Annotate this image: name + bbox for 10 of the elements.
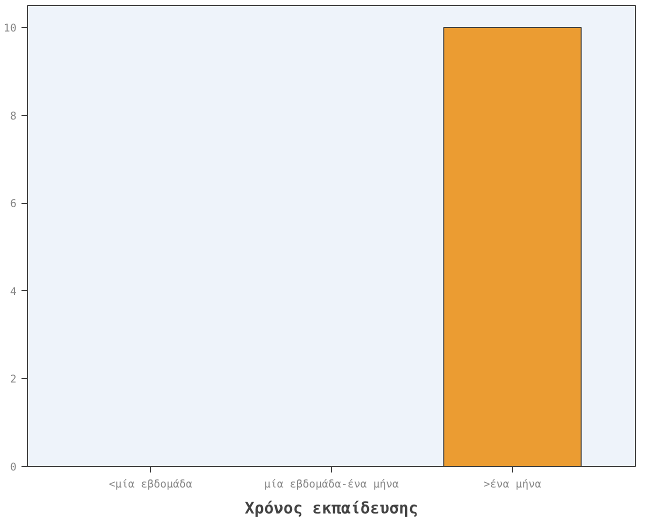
y-tick-label: 4	[10, 284, 17, 298]
y-tick-label: 10	[4, 21, 17, 34]
x-tick-label: μία εβδομάδα-ένα μήνα	[264, 478, 400, 490]
x-tick-label: <μία εβδομάδα	[108, 478, 193, 490]
y-tick-label: 2	[10, 372, 17, 386]
x-axis-title: Χρόνος εκπαίδευσης	[244, 498, 418, 518]
x-tick-label: >ένα μήνα	[484, 478, 542, 490]
y-tick-label: 8	[10, 109, 17, 122]
y-tick-label: 0	[10, 460, 17, 474]
y-tick-label: 6	[10, 197, 17, 210]
